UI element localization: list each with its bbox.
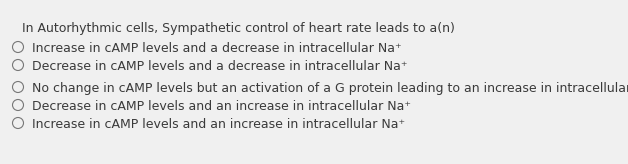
Text: No change in cAMP levels but an activation of a G protein leading to an increase: No change in cAMP levels but an activati…	[32, 82, 628, 95]
Text: Increase in cAMP levels and a decrease in intracellular Na⁺: Increase in cAMP levels and a decrease i…	[32, 42, 402, 55]
Text: In Autorhythmic cells, Sympathetic control of heart rate leads to a(n): In Autorhythmic cells, Sympathetic contr…	[22, 22, 455, 35]
Text: Decrease in cAMP levels and a decrease in intracellular Na⁺: Decrease in cAMP levels and a decrease i…	[32, 60, 408, 73]
Text: Decrease in cAMP levels and an increase in intracellular Na⁺: Decrease in cAMP levels and an increase …	[32, 100, 411, 113]
Text: Increase in cAMP levels and an increase in intracellular Na⁺: Increase in cAMP levels and an increase …	[32, 118, 405, 131]
